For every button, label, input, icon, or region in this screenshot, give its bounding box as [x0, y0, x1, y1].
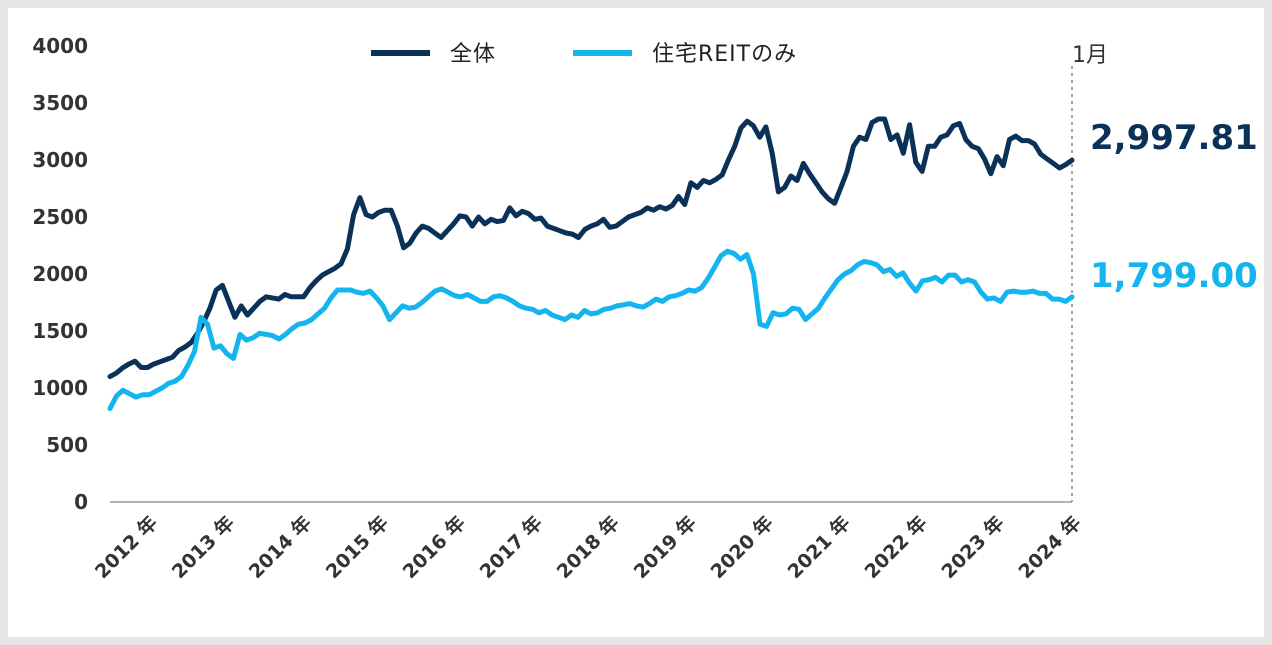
y-tick-label: 1000 [32, 376, 88, 400]
x-tick-label: 2023 年 [937, 511, 1009, 583]
x-tick-label: 2012 年 [90, 511, 162, 583]
overall-end-value: 2,997.81 [1090, 118, 1258, 158]
series-layer [107, 116, 1075, 411]
y-tick-label: 3500 [32, 91, 88, 115]
y-tick-label: 1500 [32, 319, 88, 343]
y-tick-label: 4000 [32, 34, 88, 58]
line-chart: 4000 3500 3000 2500 2000 1500 1000 500 0 1月 2012… [32, 34, 1258, 583]
x-tick-label: 2020 年 [706, 511, 778, 583]
x-tick-label: 2017 年 [475, 511, 547, 583]
y-axis-ticks: 4000 3500 3000 2500 2000 1500 1000 500 0 [32, 34, 88, 514]
x-axis-ticks: 2012 年 2013 年 2014 年 2015 年 2016 年 2017 年 2018… [90, 511, 1085, 583]
legend: 全体 住宅REITのみ [371, 42, 797, 67]
y-tick-label: 3000 [32, 148, 88, 172]
x-tick-label: 2021 年 [783, 511, 855, 583]
series-line-residential [107, 248, 1075, 411]
x-tick-label: 2019 年 [629, 511, 701, 583]
current-month-label: 1月 [1072, 43, 1108, 68]
x-tick-label: 2015 年 [321, 511, 393, 583]
x-tick-label: 2013 年 [167, 511, 239, 583]
x-tick-label: 2014 年 [244, 511, 316, 583]
y-tick-label: 2500 [32, 205, 88, 229]
chart-frame: 4000 3500 3000 2500 2000 1500 1000 500 0 1月 2012… [8, 8, 1264, 637]
y-tick-label: 0 [74, 490, 88, 514]
x-tick-label: 2022 年 [860, 511, 932, 583]
x-tick-label: 2024 年 [1014, 511, 1086, 583]
y-tick-label: 2000 [32, 262, 88, 286]
residential-end-value: 1,799.00 [1090, 256, 1258, 296]
series-line-overall [107, 116, 1075, 380]
x-tick-label: 2016 年 [398, 511, 470, 583]
y-tick-label: 500 [46, 433, 88, 457]
x-tick-label: 2018 年 [552, 511, 624, 583]
legend-label-overall: 全体 [450, 42, 496, 67]
legend-label-residential: 住宅REITのみ [652, 42, 797, 67]
